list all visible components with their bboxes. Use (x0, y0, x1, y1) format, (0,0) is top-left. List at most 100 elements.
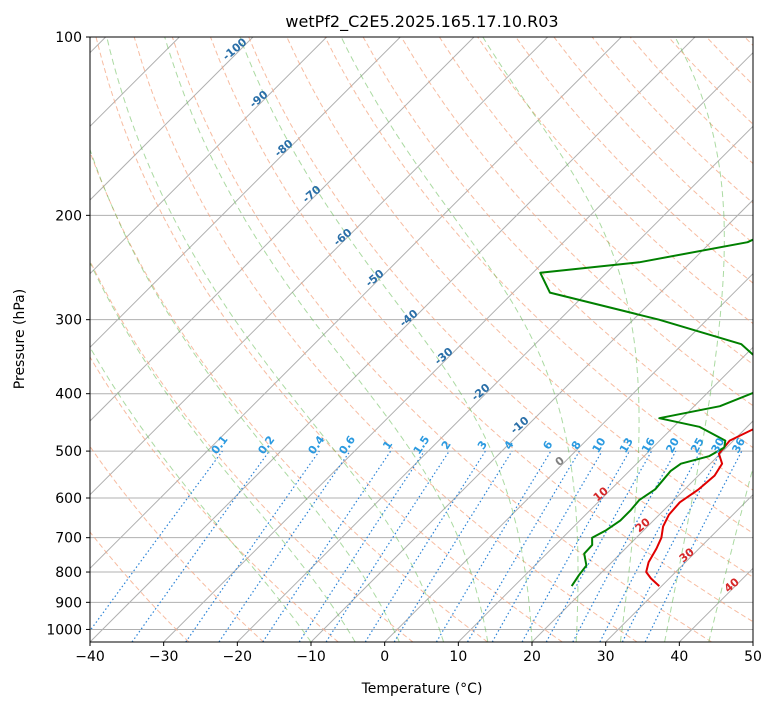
isotherm-line (384, 272, 753, 642)
mixing-ratio-label: 6 (540, 438, 555, 452)
moist-adiabat-line (482, 37, 640, 642)
dry-adiabat-line (438, 37, 753, 366)
adiabat-label: -30 (432, 345, 456, 368)
x-tick-label: 30 (597, 649, 615, 665)
y-tick-label: 900 (55, 595, 82, 611)
dry-adiabat-line (95, 37, 563, 642)
isotherm-line (90, 37, 254, 201)
moist-adiabat-line (164, 37, 489, 642)
dry-adiabat-line (400, 37, 753, 407)
x-tick-label: 0 (380, 649, 389, 665)
moist-adiabat-line (708, 465, 753, 642)
mixing-ratio-line (644, 450, 743, 642)
isotherm-line (605, 493, 753, 642)
isotherm-line (236, 125, 753, 642)
isotherm-line (457, 346, 753, 642)
moist-adiabat-line (90, 261, 356, 642)
adiabat-label: -80 (272, 137, 296, 160)
adiabat-label: 20 (633, 515, 653, 535)
x-tick-label: 50 (744, 649, 762, 665)
plot-frame (89, 36, 754, 643)
y-tick-label: 800 (55, 565, 82, 581)
dry-adiabat-line (90, 150, 488, 642)
isotherm-line (163, 51, 753, 642)
dry-adiabat-line (744, 37, 753, 47)
mixing-ratio-label: 1 (380, 438, 395, 452)
dewpoint-profile-line (539, 238, 753, 587)
mixing-ratio-line (572, 450, 677, 642)
y-tick-label: 300 (55, 313, 82, 329)
adiabat-label: -70 (300, 183, 324, 206)
y-tick-label: 400 (55, 387, 82, 403)
mixing-ratio-line (298, 450, 425, 642)
mixing-ratio-line (545, 450, 653, 642)
mixing-ratio-line (185, 450, 320, 642)
isotherm-line (90, 37, 696, 642)
isotherm-line (90, 37, 328, 275)
dry-adiabat-line (90, 445, 264, 642)
dry-adiabat-line (90, 531, 190, 642)
dry-adiabat-line (362, 37, 753, 449)
x-tick-label: −40 (75, 649, 105, 665)
dry-adiabat-line (515, 37, 753, 284)
mixing-ratio-label: 0.2 (255, 433, 277, 456)
moist-adiabat-line (664, 37, 725, 642)
mixing-ratio-line (325, 450, 450, 642)
dry-adiabat-line (90, 259, 414, 642)
moist-adiabat-line (90, 148, 400, 642)
isotherm-line (90, 37, 475, 422)
adiabat-label: -10 (508, 414, 532, 437)
isotherm-line (310, 199, 753, 642)
dry-adiabat-line (90, 356, 339, 642)
adiabat-label: -90 (247, 88, 271, 111)
mixing-ratio-line (599, 450, 702, 642)
adiabat-label: -60 (331, 226, 355, 249)
x-tick-label: −20 (223, 649, 253, 665)
dry-adiabat-line (210, 37, 753, 623)
mixing-ratio-label: 25 (688, 436, 707, 456)
y-tick-label: 1000 (46, 622, 82, 638)
chart-title: wetPf2_C2E5.2025.165.17.10.R03 (285, 12, 558, 32)
mixing-ratio-label: 0.6 (336, 433, 358, 457)
adiabat-label: -50 (363, 267, 387, 290)
mixing-ratio-line (131, 450, 270, 642)
moist-adiabat-line (340, 37, 579, 642)
dry-adiabat-line (706, 37, 753, 86)
temperature-profile-line (645, 428, 753, 587)
x-tick-label: 40 (670, 649, 688, 665)
isotherm-line (90, 37, 549, 496)
mixing-ratio-label: 30 (709, 435, 728, 455)
mixing-ratio-label: 0.1 (209, 433, 231, 456)
mixing-ratio-line (90, 450, 223, 632)
mixing-ratio-label: 2 (439, 438, 454, 452)
adiabat-label: -40 (397, 307, 421, 330)
adiabat-label: -100 (220, 35, 250, 63)
dry-adiabat-line (171, 37, 712, 642)
mixing-ratio-label: 1.5 (411, 433, 433, 456)
dry-adiabat-line (324, 37, 753, 491)
mixing-ratio-label: 36 (729, 435, 748, 455)
isotherm-line (90, 37, 622, 570)
isotherm-line (531, 420, 753, 642)
y-tick-label: 200 (55, 208, 82, 224)
mixing-ratio-label: 13 (617, 435, 636, 455)
dry-adiabat-line (248, 37, 753, 578)
moist-adiabat-line (239, 37, 533, 642)
y-tick-label: 700 (55, 531, 82, 547)
x-tick-label: 20 (523, 649, 541, 665)
dry-adiabat-line (133, 37, 638, 642)
x-tick-label: −10 (296, 649, 326, 665)
x-tick-label: 10 (449, 649, 467, 665)
mixing-ratio-label: 3 (475, 438, 490, 451)
moist-adiabat-line (106, 37, 445, 642)
adiabat-label: -20 (469, 381, 493, 404)
mixing-ratio-label: 8 (569, 439, 584, 452)
mixing-ratio-line (466, 450, 580, 642)
y-tick-label: 500 (55, 444, 82, 460)
y-tick-label: 600 (55, 491, 82, 507)
mixing-ratio-line (393, 450, 513, 642)
isotherm-line (90, 37, 401, 349)
mixing-ratio-line (435, 450, 552, 642)
y-tick-label: 100 (55, 30, 82, 46)
